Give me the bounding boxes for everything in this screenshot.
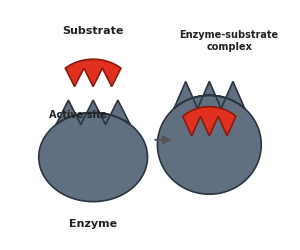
Text: Enzyme: Enzyme — [69, 219, 117, 229]
Polygon shape — [158, 82, 261, 194]
Text: Substrate: Substrate — [62, 26, 124, 36]
Polygon shape — [65, 59, 121, 86]
Polygon shape — [183, 107, 236, 136]
Text: Enzyme-substrate
complex: Enzyme-substrate complex — [179, 30, 279, 52]
Text: Active site: Active site — [49, 110, 107, 120]
Polygon shape — [39, 100, 148, 202]
